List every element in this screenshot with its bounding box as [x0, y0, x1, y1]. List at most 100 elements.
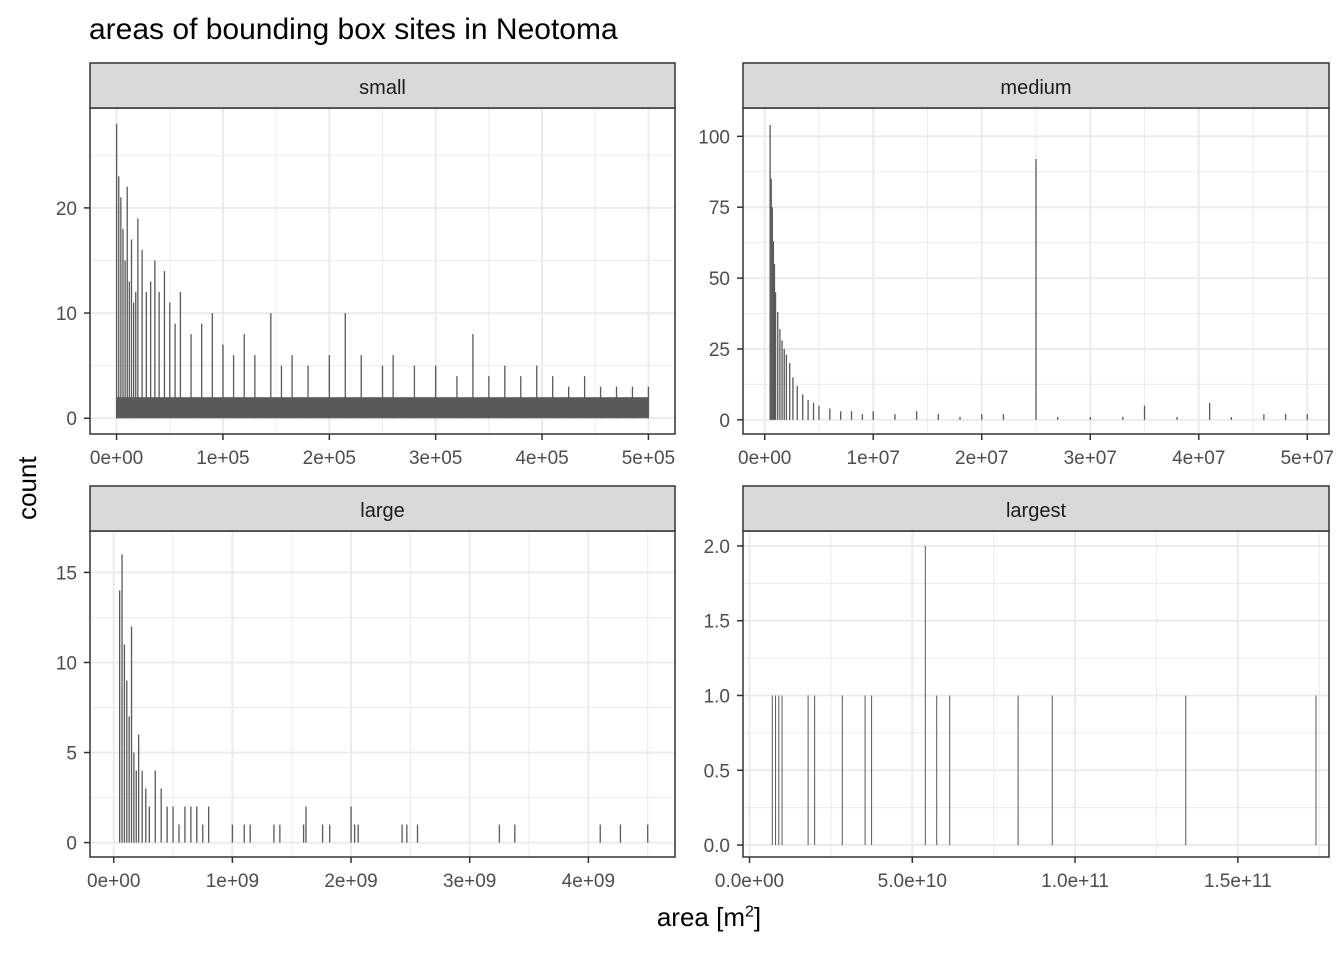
x-axis-label: area [m2] [0, 902, 1344, 933]
histogram-bar [291, 355, 293, 419]
histogram-bar [160, 788, 162, 843]
histogram-bar [357, 824, 359, 843]
histogram-bar [773, 263, 776, 420]
histogram-bar [208, 806, 210, 843]
histogram-bar [514, 824, 516, 843]
histogram-bar [413, 365, 416, 419]
histogram-bar [130, 239, 133, 419]
histogram-bar [829, 408, 831, 420]
histogram-bar [141, 770, 143, 843]
histogram-bar [154, 770, 156, 843]
histogram-bar [270, 313, 272, 419]
facet-strip-label: large [360, 500, 404, 522]
histogram-bar [120, 197, 122, 419]
y-tick-label: 20 [56, 199, 77, 220]
histogram-bar [353, 824, 356, 843]
histogram-bar [232, 355, 235, 419]
histogram-bar [915, 411, 918, 420]
histogram-bar [840, 411, 842, 420]
histogram-bar [392, 355, 394, 419]
histogram-bar [172, 806, 174, 843]
histogram-bar [778, 695, 780, 846]
y-tick-label: 25 [709, 340, 730, 361]
chart-title: areas of bounding box sites in Neotoma [89, 13, 618, 46]
histogram-bar [190, 334, 192, 419]
histogram-bar [179, 292, 182, 419]
y-tick-label: 10 [56, 304, 77, 325]
x-tick-label: 1e+07 [847, 448, 900, 469]
histogram-bar [124, 260, 126, 419]
histogram-bar [1051, 695, 1053, 846]
y-tick-label: 1.5 [704, 612, 730, 633]
y-tick-label: 0.5 [704, 761, 730, 782]
x-tick-label: 5.0e+10 [878, 871, 947, 892]
histogram-bar [302, 824, 305, 843]
histogram-bar [981, 414, 983, 420]
histogram-bar [1208, 402, 1211, 420]
histogram-bar [141, 249, 143, 419]
histogram-bar [789, 363, 791, 420]
histogram-bar [344, 313, 346, 419]
facet-strip-label: small [359, 77, 406, 99]
x-tick-label: 4e+05 [515, 448, 568, 469]
histogram-bar [154, 260, 156, 419]
histogram-bar [148, 806, 150, 843]
histogram-bar [818, 405, 820, 420]
histogram-bar [783, 348, 785, 420]
histogram-bar [305, 806, 307, 843]
histogram-bar [133, 752, 135, 843]
histogram-bar [416, 824, 419, 843]
facet-strip [742, 62, 1330, 109]
histogram-bar [435, 365, 437, 419]
x-axis-label-text: area [656, 902, 709, 932]
facet-panel-large: large 0e+00 1e+09 2e+09 3e+09 4e+09 0 5 10 15 [56, 485, 676, 892]
histogram-bar [949, 695, 951, 846]
histogram-bar [158, 292, 160, 419]
histogram-bar [792, 377, 794, 420]
histogram-bar [1230, 416, 1232, 420]
histogram-bar [1315, 695, 1317, 846]
histogram-bar [231, 824, 234, 843]
histogram-bar [871, 695, 873, 846]
x-tick-label: 1.0e+11 [1041, 871, 1109, 892]
histogram-bar [196, 806, 198, 843]
histogram-bar [121, 554, 123, 843]
histogram-bar [936, 695, 938, 846]
histogram-bar [135, 292, 137, 419]
x-axis-label-unit: [m [716, 902, 746, 932]
histogram-bar [132, 302, 135, 419]
histogram-bar [894, 414, 896, 420]
histogram-bar [536, 365, 538, 419]
y-tick-label: 0 [66, 834, 77, 855]
histogram-bar [350, 806, 352, 843]
x-tick-label: 1.5e+11 [1204, 871, 1272, 892]
histogram-bar [1284, 414, 1287, 420]
y-tick-label: 0.0 [704, 836, 730, 857]
histogram-bar [1176, 416, 1178, 420]
x-tick-label: 2e+07 [955, 448, 1008, 469]
histogram-bar [249, 824, 251, 843]
histogram-bar [769, 125, 771, 420]
histogram-bar [1057, 416, 1059, 420]
histogram-bar [796, 385, 798, 420]
x-tick-label: 5e+07 [1281, 448, 1334, 469]
histogram-bar [184, 806, 186, 843]
histogram-bar [211, 313, 213, 419]
y-tick-label: 1.0 [704, 686, 730, 707]
histogram-bar [115, 123, 118, 419]
histogram-bar [137, 218, 139, 419]
x-tick-label: 3e+09 [443, 871, 496, 892]
histogram-bar [498, 824, 501, 843]
y-tick-label: 0 [66, 409, 77, 430]
histogram-bar [781, 340, 783, 420]
histogram-bar [1185, 695, 1187, 846]
histogram-bar [166, 806, 168, 843]
x-tick-label: 0.0e+00 [715, 871, 784, 892]
histogram-bar [770, 178, 772, 420]
histogram-bar [472, 334, 474, 419]
facet-strip [742, 485, 1330, 532]
x-tick-label: 5e+05 [622, 448, 675, 469]
y-tick-label: 100 [698, 127, 730, 148]
histogram-bar [777, 312, 779, 420]
histogram-bar [128, 281, 131, 419]
